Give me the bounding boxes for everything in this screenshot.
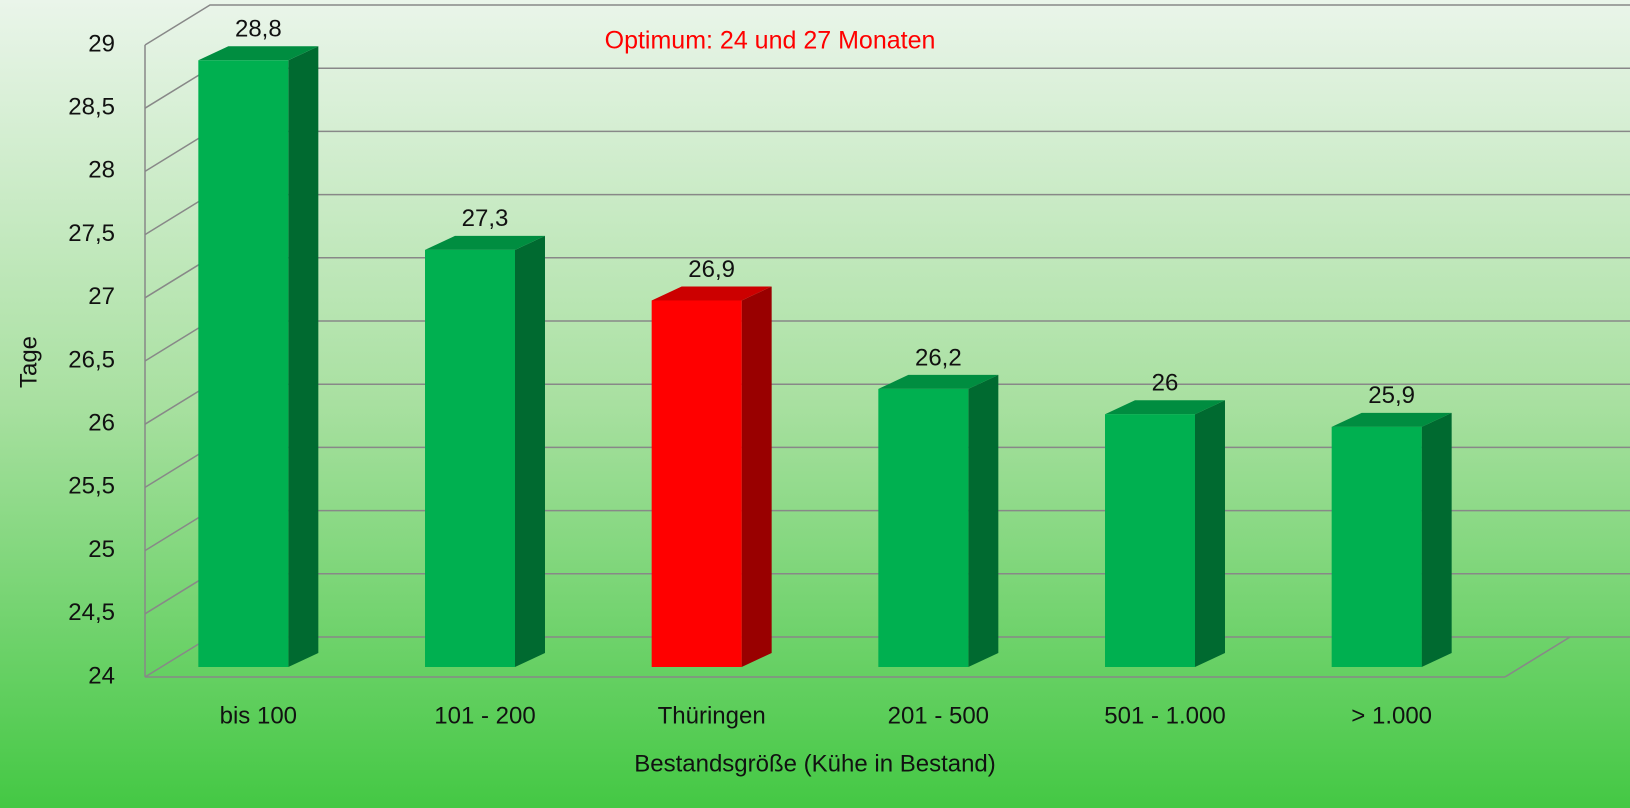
x-tick-label: > 1.000 [1351,702,1432,729]
y-tick-label: 26 [88,410,115,437]
y-tick-label: 24 [88,662,115,689]
bar [1105,414,1195,667]
value-label: 26,9 [688,256,735,283]
x-axis-title: Bestandsgröße (Kühe in Bestand) [634,750,996,777]
x-tick-label: bis 100 [220,702,297,729]
bar-side [1195,400,1225,667]
x-tick-label: 101 - 200 [434,702,535,729]
y-tick-label: 27,5 [68,220,115,247]
y-tick-label: 28 [88,157,115,184]
y-tick-label: 27 [88,283,115,310]
bar-top [878,374,999,389]
x-tick-label: 501 - 1.000 [1104,702,1225,729]
y-tick-label: 26,5 [68,346,115,373]
y-tick-label: 28,5 [68,94,115,121]
y-tick-label: 25,5 [68,473,115,500]
value-label: 27,3 [462,205,509,232]
bar-side [288,46,319,667]
y-tick-label: 24,5 [68,599,115,626]
bar [425,249,515,667]
bar-top [425,235,545,250]
bar-side [515,235,545,667]
bar [651,300,742,667]
grid-line [144,4,1630,46]
x-tick-label: Thüringen [658,702,766,729]
bar-side [1421,412,1452,667]
value-label: 28,8 [235,16,282,43]
bar [1331,426,1422,667]
bar [878,388,969,667]
y-axis-title: Tage [15,336,42,388]
bar-top [1105,400,1225,415]
value-label: 26 [1152,370,1179,397]
value-label: 26,2 [915,344,962,371]
bar-top [198,46,319,61]
annotation: Optimum: 24 und 27 Monaten [605,27,936,55]
y-tick-label: 25 [88,536,115,563]
bar-top [651,286,772,301]
x-tick-label: 201 - 500 [888,702,989,729]
value-label: 25,9 [1368,382,1415,409]
x-axis-depth [1504,636,1571,678]
bar-top [1331,412,1452,427]
y-tick-label: 29 [88,30,115,57]
bar [198,60,289,667]
bar-side [968,374,999,667]
bar-side [741,286,772,667]
